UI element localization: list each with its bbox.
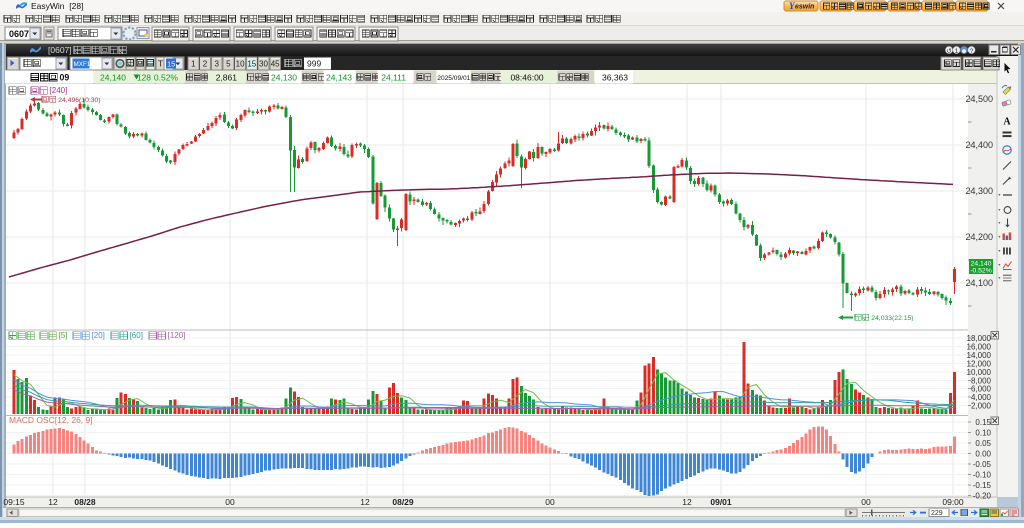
svg-text:2025/09/01: 2025/09/01 [437,75,470,82]
svg-text:[5]: [5] [59,331,68,340]
svg-text:-0.15: -0.15 [973,481,992,490]
svg-text:-0.20: -0.20 [973,492,992,501]
svg-text:24,496(10:30): 24,496(10:30) [58,97,100,104]
svg-text:EasyWin [28]: EasyWin [28] [31,1,83,11]
svg-text:A: A [1003,117,1011,128]
svg-text:30: 30 [259,60,268,69]
svg-text:-0.52%: -0.52% [970,268,992,275]
svg-text:08/29: 08/29 [392,497,414,507]
svg-text:36,363: 36,363 [602,73,628,83]
svg-text:[60]: [60] [130,331,143,340]
svg-text:☻: ☻ [961,48,968,55]
svg-text:2,861: 2,861 [216,73,238,83]
svg-text:[120]: [120] [168,331,186,340]
svg-text:09/01: 09/01 [710,497,732,507]
svg-text:?: ? [970,48,974,55]
svg-text:00: 00 [225,497,235,507]
svg-text:[20]: [20] [92,331,105,340]
svg-text:5: 5 [226,60,231,69]
svg-text:MACD OSC[12, 26, 9]: MACD OSC[12, 26, 9] [9,415,93,425]
svg-text:0607: 0607 [9,29,29,39]
svg-text:12: 12 [360,497,370,507]
svg-text:09:00: 09:00 [942,497,964,507]
svg-text:-0.10: -0.10 [973,471,992,480]
svg-text:0.10: 0.10 [975,429,991,438]
svg-text:MXF15: MXF15 [74,61,95,68]
svg-text:00: 00 [545,497,555,507]
svg-text:128: 128 [137,73,151,83]
svg-text:10: 10 [236,60,245,69]
svg-text:1: 1 [191,60,196,69]
svg-text:24,140: 24,140 [971,261,992,268]
svg-text:eswin: eswin [795,4,814,11]
svg-text:[0607]: [0607] [48,45,72,55]
svg-text:24,033(22:15): 24,033(22:15) [871,315,913,322]
svg-text:12: 12 [682,497,692,507]
svg-text:0.05: 0.05 [975,439,991,448]
svg-text:09:15: 09:15 [3,497,25,507]
svg-text:24,143: 24,143 [326,73,352,83]
svg-text:3: 3 [214,60,219,69]
svg-text:2: 2 [203,60,208,69]
svg-text:↺: ↺ [946,48,952,55]
svg-text:T: T [158,59,163,69]
svg-text:08/28: 08/28 [74,497,96,507]
svg-text:229: 229 [931,510,943,517]
svg-text:24,130: 24,130 [271,73,297,83]
svg-text:15: 15 [247,60,256,69]
svg-text:00: 00 [861,497,871,507]
svg-text:45: 45 [271,60,280,69]
svg-text:24,111: 24,111 [381,73,406,83]
svg-text:24,140: 24,140 [100,73,126,83]
svg-text:-0.05: -0.05 [973,460,992,469]
svg-text:[240]: [240] [50,86,68,95]
svg-text:15: 15 [167,60,175,69]
svg-text:12: 12 [48,497,58,507]
svg-text:1: 1 [955,48,959,55]
svg-text:0.00: 0.00 [975,450,991,459]
svg-text:999: 999 [307,59,321,69]
svg-text:09: 09 [59,73,69,83]
svg-text:0.15: 0.15 [975,418,991,427]
svg-text:2,000: 2,000 [971,402,992,411]
svg-text:08:46:00: 08:46:00 [510,73,543,83]
svg-text:0.52%: 0.52% [154,73,179,83]
